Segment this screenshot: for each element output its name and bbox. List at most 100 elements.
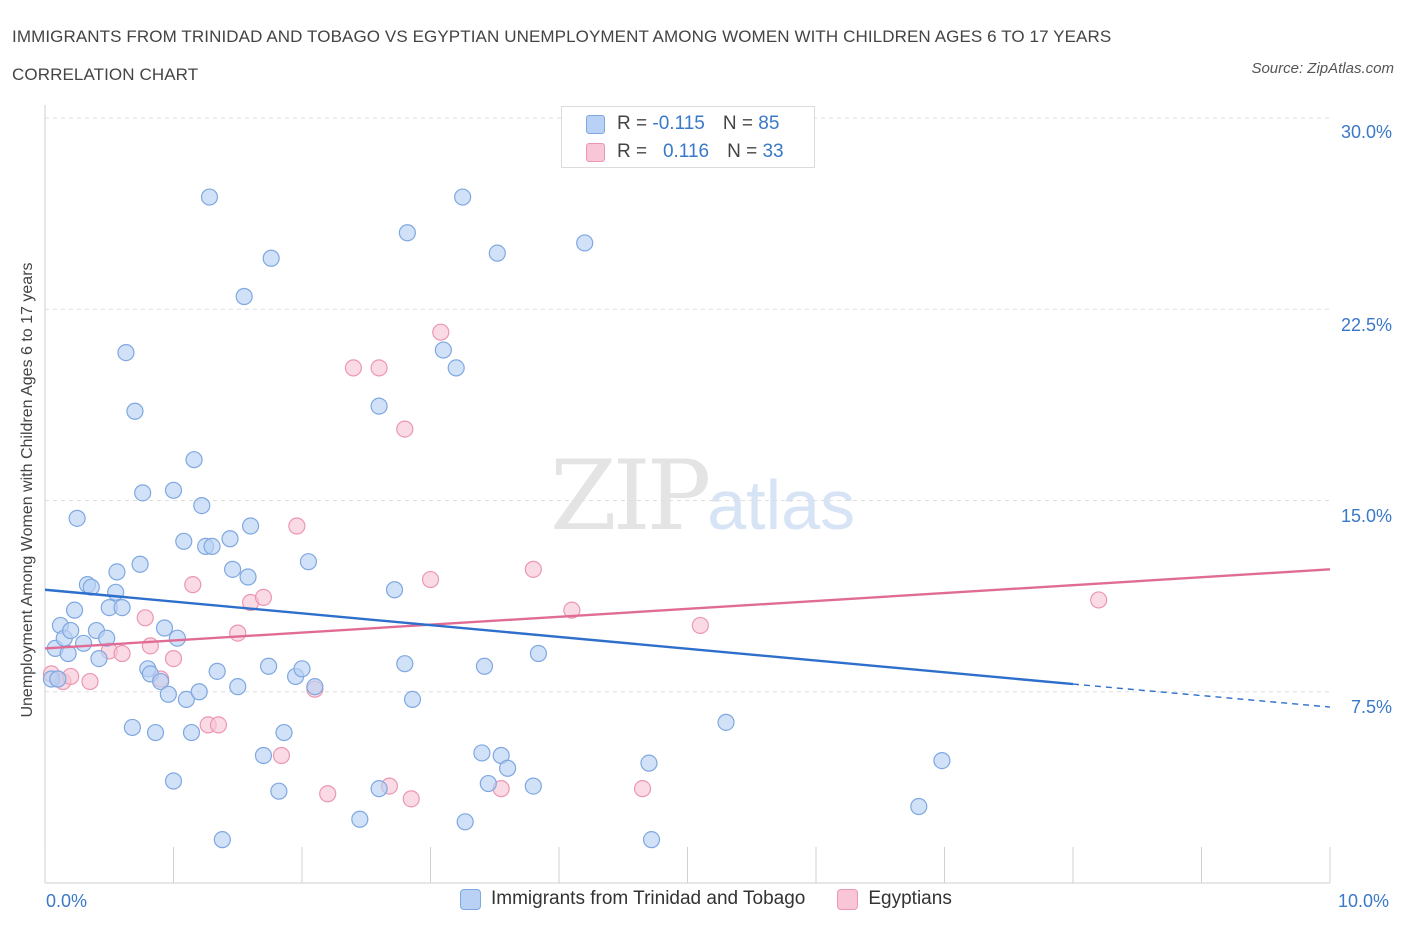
trinidad-point bbox=[299, 553, 318, 571]
trinidad-point bbox=[275, 723, 293, 742]
egyptians-point bbox=[1090, 591, 1108, 609]
trinidad-point bbox=[155, 619, 174, 637]
trinidad-point bbox=[524, 777, 542, 795]
trinidad-point bbox=[90, 649, 108, 668]
y-tick-label-30: 30.0% bbox=[1340, 122, 1392, 142]
egyptians-point bbox=[209, 716, 228, 734]
trinidad-point bbox=[185, 451, 203, 469]
trinidad-point bbox=[224, 560, 242, 578]
trinidad-point bbox=[385, 581, 404, 599]
trinidad-point bbox=[203, 537, 221, 556]
trinidad-point bbox=[499, 759, 517, 777]
legend-row-trinidad: R = -0.115 N = 85 bbox=[586, 111, 779, 137]
trinidad-point bbox=[398, 224, 416, 242]
legend-item-egyptians: Egyptians bbox=[837, 888, 952, 910]
trinidad-point bbox=[488, 244, 506, 262]
x-tick-label-max: 10.0% bbox=[1338, 891, 1390, 911]
legend-swatch-pink bbox=[837, 888, 859, 910]
trinidad-point bbox=[126, 402, 144, 420]
trinidad-point bbox=[152, 672, 170, 691]
trinidad-point bbox=[262, 249, 280, 267]
trinidad-point bbox=[221, 530, 239, 548]
y-tick-label-15: 15.0% bbox=[1340, 506, 1392, 526]
trinidad-point bbox=[576, 234, 594, 252]
trinidad-point bbox=[74, 634, 93, 652]
watermark-zip: ZIP bbox=[550, 440, 711, 552]
trinidad-point bbox=[642, 831, 661, 849]
trinidad-point bbox=[193, 497, 211, 515]
trinidad-point bbox=[65, 601, 84, 619]
legend-n-value: 33 bbox=[762, 141, 784, 162]
watermark-atlas: atlas bbox=[707, 466, 856, 544]
egyptians-point bbox=[81, 672, 99, 691]
trinidad-points bbox=[42, 188, 951, 849]
trinidad-point bbox=[529, 644, 548, 663]
legend-swatch-blue bbox=[586, 114, 605, 134]
legend-n-value: 85 bbox=[758, 113, 780, 134]
y-tick-label-22-5: 22.5% bbox=[1340, 315, 1392, 335]
x-tick-label-min: 0.0% bbox=[46, 891, 88, 911]
trinidad-point bbox=[108, 563, 126, 581]
legend-label-trinidad: Immigrants from Trinidad and Tobago bbox=[491, 888, 806, 909]
egyptians-point bbox=[113, 644, 131, 663]
trinidad-point bbox=[447, 359, 465, 377]
trinidad-trend-line bbox=[44, 588, 1074, 686]
trinidad-point bbox=[473, 744, 491, 762]
trinidad-point bbox=[475, 657, 494, 675]
trinidad-point bbox=[190, 683, 208, 701]
egyptians-point bbox=[184, 576, 202, 594]
trinidad-point bbox=[910, 797, 928, 816]
trinidad-point bbox=[259, 657, 278, 675]
trinidad-point bbox=[146, 723, 165, 742]
legend-r-value: -0.115 bbox=[652, 113, 705, 134]
trinidad-point bbox=[306, 678, 324, 696]
trinidad-point bbox=[175, 532, 193, 550]
trinidad-point bbox=[403, 690, 422, 709]
gridlines bbox=[45, 117, 1330, 693]
trinidad-point bbox=[131, 555, 149, 573]
egyptians-trend-line bbox=[44, 568, 1331, 650]
axes bbox=[44, 105, 1331, 884]
legend-label-egyptians: Egyptians bbox=[868, 888, 952, 909]
legend-r-value: 0.116 bbox=[662, 141, 710, 162]
egyptians-point bbox=[136, 609, 154, 627]
egyptians-point bbox=[563, 601, 581, 619]
egyptians-point bbox=[272, 746, 291, 765]
watermark: ZIPatlas bbox=[550, 440, 855, 552]
series-legend: Immigrants from Trinidad and Tobago Egyp… bbox=[460, 888, 984, 910]
trinidad-point bbox=[182, 723, 201, 742]
egyptians-point bbox=[288, 517, 306, 535]
egyptians-point bbox=[421, 570, 440, 589]
egyptians-point bbox=[370, 359, 388, 377]
trend-lines bbox=[44, 568, 1331, 708]
trinidad-point bbox=[168, 629, 186, 647]
trinidad-point bbox=[254, 746, 273, 765]
trinidad-point bbox=[270, 782, 288, 800]
egyptians-point bbox=[633, 780, 652, 798]
trinidad-point bbox=[293, 660, 311, 678]
trinidad-point bbox=[98, 629, 116, 647]
egyptians-point bbox=[229, 624, 247, 642]
legend-swatch-pink bbox=[586, 142, 605, 162]
trinidad-point bbox=[351, 810, 369, 828]
trinidad-point bbox=[213, 831, 231, 849]
legend-r-label: R = bbox=[617, 113, 648, 134]
trinidad-point bbox=[242, 517, 260, 535]
y-axis-label: Unemployment Among Women with Children A… bbox=[19, 262, 36, 718]
egyptians-point bbox=[691, 616, 709, 635]
trinidad-point bbox=[370, 780, 388, 798]
trinidad-point bbox=[117, 344, 135, 362]
y-tick-label-7-5: 7.5% bbox=[1350, 697, 1392, 717]
trinidad-point bbox=[177, 690, 195, 709]
trinidad-trend-extension bbox=[1072, 683, 1331, 708]
trinidad-point bbox=[239, 568, 257, 586]
trinidad-point bbox=[208, 662, 226, 680]
trinidad-point bbox=[134, 484, 152, 502]
trinidad-point bbox=[456, 813, 474, 831]
egyptians-point bbox=[396, 420, 414, 438]
trinidad-point bbox=[396, 655, 414, 673]
trinidad-point bbox=[434, 341, 452, 359]
legend-swatch-blue bbox=[460, 888, 481, 910]
trinidad-point bbox=[717, 713, 735, 731]
trinidad-point bbox=[62, 621, 80, 640]
